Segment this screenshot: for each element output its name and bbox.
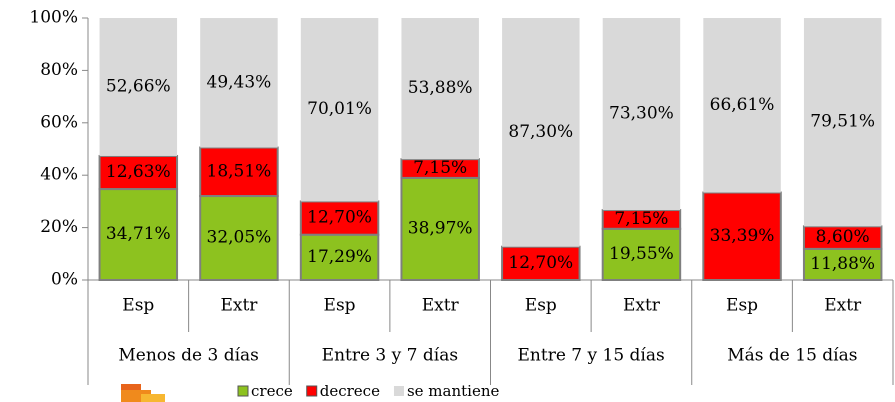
bar-segment [602,18,681,211]
x-tick-label: Extr [422,296,460,316]
data-label: 7,15% [614,209,668,229]
legend-label: decrece [320,382,380,400]
data-label: 73,30% [609,104,674,124]
data-label: 33,39% [710,226,775,246]
data-label: 53,88% [408,78,473,98]
data-label: 66,61% [710,95,775,115]
y-tick-label: 100% [29,8,78,28]
x-tick-label: Esp [324,296,356,316]
bar-segment [802,247,883,282]
bar-segment [803,18,882,227]
data-label: 38,97% [408,218,473,238]
bar-segment [401,18,479,160]
data-label: 7,15% [413,158,467,178]
data-label: 11,88% [810,254,875,274]
x-tick-label: Esp [122,296,154,316]
legend-swatch [393,386,404,396]
y-tick-label: 40% [40,165,78,185]
data-label: 18,51% [207,161,272,181]
bar-segment [400,176,480,282]
data-label: 52,66% [106,76,171,96]
bar-segment [98,154,179,191]
data-label: 70,01% [307,99,372,119]
data-label: 87,30% [508,122,573,142]
bar-segment [99,18,178,156]
group-label: Entre 3 y 7 días [322,346,458,366]
legend-swatch [306,385,318,397]
bar-segment [299,233,380,281]
group-label: Menos de 3 días [118,346,259,366]
bar-segment [199,195,279,282]
x-tick-label: Esp [726,296,758,316]
data-label: 79,51% [810,112,875,132]
bar-segment [300,18,379,202]
data-label: 12,70% [307,208,372,228]
x-tick-label: Extr [623,296,661,316]
bar-segment [502,18,580,247]
data-label: 49,43% [207,72,272,92]
data-label: 8,60% [816,227,870,247]
data-label: 12,63% [106,162,171,182]
x-tick-label: Esp [525,296,557,316]
logo [121,384,165,402]
group-label: Entre 7 y 15 días [518,346,665,366]
data-label: 32,05% [207,228,272,248]
y-tick-label: 80% [40,60,78,80]
bar-segment [601,227,682,282]
x-tick-label: Extr [824,296,862,316]
group-label: Más de 15 días [727,346,857,366]
y-tick-label: 0% [51,270,78,290]
data-label: 17,29% [307,247,372,267]
legend-swatch [237,385,249,397]
bar-segment [200,18,278,148]
data-label: 12,70% [508,253,573,273]
bar-segment [501,245,581,281]
data-label: 19,55% [609,244,674,264]
legend-label: crece [251,382,293,400]
data-label: 34,71% [106,224,171,244]
bar-segment [299,200,380,236]
bar-segment [802,225,883,250]
y-tick-label: 60% [40,112,78,132]
legend-label: se mantiene [407,382,500,400]
bar-segment [702,191,782,281]
x-tick-label: Extr [220,296,258,316]
y-tick-label: 20% [40,217,78,237]
bar-segment [703,18,781,193]
